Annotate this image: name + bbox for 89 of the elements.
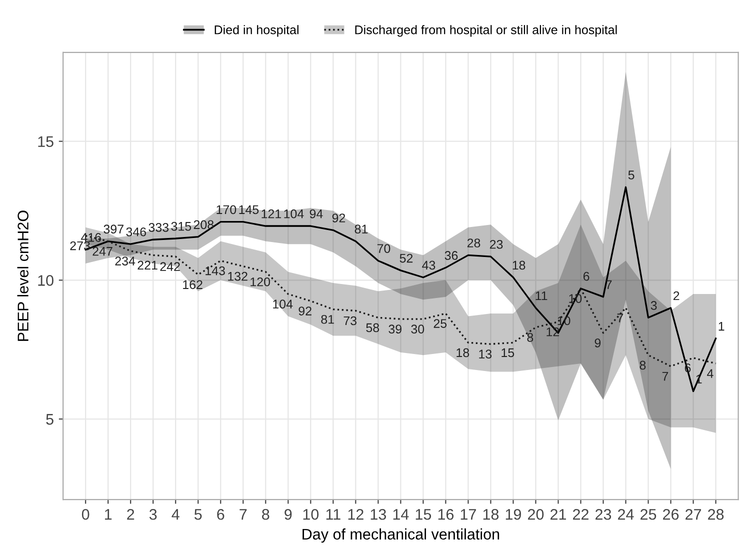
annotation: 7: [617, 314, 624, 322]
x-tick-label: 24: [618, 508, 634, 520]
x-tick-label: 11: [326, 509, 340, 520]
annotation: 58: [366, 323, 380, 332]
annotation: 7: [606, 280, 612, 289]
annotation: 43: [422, 260, 436, 270]
annotation: 92: [298, 306, 312, 316]
y-axis-title: PEEP level cmH2O: [17, 210, 28, 341]
x-tick-label: 17: [460, 509, 476, 520]
annotation: 18: [456, 348, 470, 358]
x-tick-label: 5: [194, 509, 202, 520]
annotation: 81: [354, 224, 368, 234]
annotation: 2: [673, 291, 680, 300]
annotation: 143: [206, 266, 225, 276]
annotation: 28: [467, 238, 480, 248]
x-tick-label: 6: [217, 508, 224, 520]
annotation: 333: [148, 223, 169, 232]
y-tick-label: 5: [46, 414, 54, 425]
annotation: 120: [250, 277, 270, 286]
x-tick-label: 18: [483, 508, 499, 520]
x-tick-label: 23: [596, 508, 612, 520]
x-tick-label: 13: [370, 508, 386, 520]
x-tick-label: 28: [708, 508, 724, 520]
annotation: 346: [126, 227, 146, 236]
annotation: 162: [183, 280, 202, 290]
x-tick-label: 9: [284, 508, 292, 520]
annotation: 12: [546, 327, 559, 336]
annotation: 15: [502, 348, 514, 358]
x-tick-label: 25: [640, 508, 656, 520]
x-tick-label: 7: [240, 509, 247, 520]
x-tick-label: 19: [506, 508, 521, 520]
annotation: 13: [479, 350, 492, 359]
x-tick-label: 27: [686, 508, 702, 520]
x-tick-label: 0: [82, 508, 90, 520]
x-tick-label: 10: [303, 508, 319, 520]
annotation: 208: [194, 220, 214, 230]
annotation: 234: [115, 256, 136, 266]
annotation: 1: [718, 322, 724, 331]
legend-label: Discharged from hospital or still alive in hospital: [355, 25, 617, 37]
x-tick-label: 4: [172, 509, 180, 520]
x-tick-label: 3: [149, 508, 157, 520]
y-tick-label: 15: [38, 136, 54, 147]
annotation: 170: [216, 205, 236, 214]
x-tick-label: 16: [438, 508, 454, 520]
annotation: 94: [310, 209, 323, 218]
annotation: 242: [160, 262, 180, 271]
x-tick-label: 2: [127, 508, 134, 520]
annotation: 5: [628, 170, 634, 180]
annotation: 4: [707, 369, 714, 378]
annotation: 247: [92, 246, 112, 256]
annotation: 18: [512, 260, 526, 270]
annotation: 52: [400, 254, 413, 263]
annotation: 11: [536, 291, 548, 300]
annotation: 104: [284, 209, 304, 218]
x-tick-label: 1: [105, 509, 112, 520]
annotation: 104: [273, 300, 293, 309]
x-tick-label: 21: [550, 508, 566, 520]
annotation: 70: [377, 244, 390, 253]
annotation: 8: [640, 360, 646, 370]
legend-label: Died in hospital: [214, 25, 298, 37]
x-tick-label: 26: [663, 508, 679, 520]
annotation: 315: [171, 222, 192, 231]
annotation: 25: [434, 319, 447, 328]
annotation: 30: [411, 324, 424, 334]
y-tick-label: 10: [38, 275, 54, 286]
annotation: 397: [104, 224, 124, 234]
annotation: 3: [650, 301, 657, 310]
annotation: 8: [527, 332, 534, 342]
annotation: 7: [662, 372, 668, 381]
annotation: 6: [583, 272, 590, 281]
annotation: 92: [332, 214, 346, 222]
x-tick-label: 12: [348, 508, 364, 520]
x-tick-label: 8: [262, 508, 270, 520]
annotation: 9: [594, 338, 601, 348]
annotation: 145: [239, 205, 259, 214]
x-tick-label: 15: [416, 509, 432, 520]
annotation: 221: [138, 260, 158, 270]
annotation: 39: [388, 324, 402, 334]
annotation: 121: [262, 209, 282, 218]
annotation: 81: [321, 314, 334, 324]
annotation: 73: [344, 316, 357, 326]
x-tick-label: 20: [528, 508, 544, 520]
x-tick-label: 22: [573, 508, 588, 520]
annotation: 132: [228, 272, 248, 281]
annotation: 36: [444, 251, 458, 260]
annotation: 23: [490, 240, 503, 249]
x-axis-title: Day of mechanical ventilation: [302, 528, 500, 543]
x-tick-label: 14: [393, 509, 409, 520]
annotation: 273: [70, 241, 90, 250]
